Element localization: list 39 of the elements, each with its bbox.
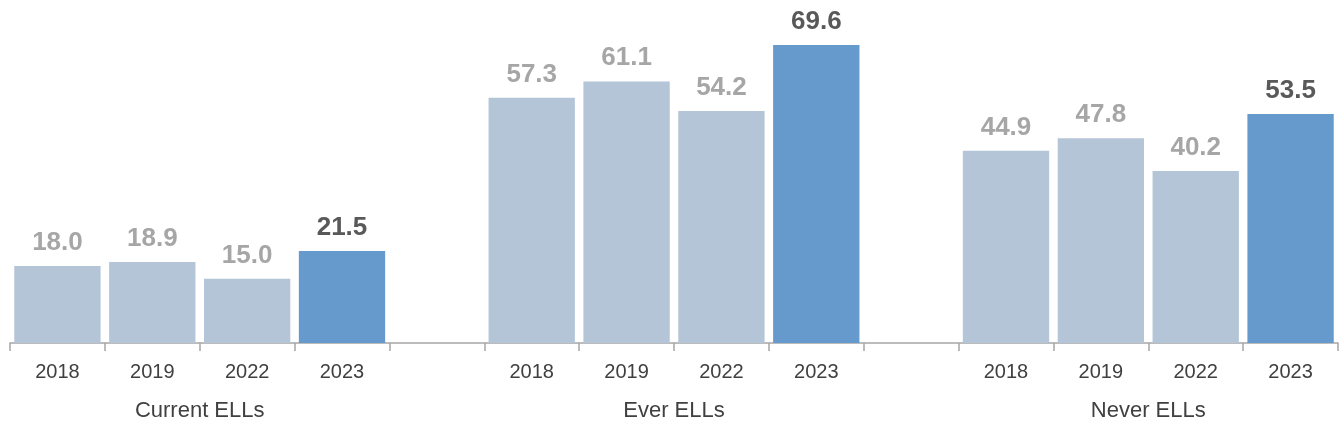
bar [298, 250, 386, 343]
x-tick-label: 2019 [130, 360, 175, 382]
bar [109, 262, 196, 343]
text: Ever ELLs [623, 396, 725, 422]
bar [583, 81, 670, 343]
bar [1247, 113, 1334, 343]
bar [678, 110, 765, 343]
text: Current ELLs [134, 396, 265, 422]
x-tick-label: 2023 [319, 360, 365, 382]
data-label: 21.5 [316, 210, 368, 241]
bar [773, 45, 860, 343]
x-tick-label: 2023 [1268, 360, 1313, 382]
data-label: 61.1 [601, 41, 652, 72]
data-label: 54.2 [696, 70, 747, 101]
data-label: 47.8 [1075, 98, 1127, 129]
data-label: 53.5 [1265, 73, 1316, 104]
bar [14, 265, 101, 343]
x-tick-label: 2018 [35, 360, 80, 382]
data-label: 18.0 [32, 225, 83, 256]
x-tick-label: 2018 [509, 360, 554, 382]
bar [1152, 170, 1239, 343]
bar [962, 150, 1050, 343]
x-tick-label: 2022 [1173, 360, 1218, 382]
bar [1057, 138, 1145, 343]
x-tick-label: 2019 [1078, 360, 1124, 382]
x-tick-label: 2019 [604, 360, 649, 382]
data-label: 15.0 [221, 238, 273, 269]
data-label: 18.9 [126, 222, 178, 253]
x-tick-label: 2022 [699, 360, 744, 382]
bar [203, 278, 291, 343]
text: Never ELLs [1090, 396, 1206, 422]
x-tick-label: 2023 [794, 360, 839, 382]
bar [488, 97, 575, 343]
data-label: 69.6 [790, 5, 842, 35]
x-tick-label: 2018 [983, 360, 1029, 382]
data-label: 44.9 [980, 110, 1032, 141]
x-tick-label: 2022 [224, 360, 270, 382]
data-label: 57.3 [506, 57, 558, 88]
data-label: 40.2 [1170, 130, 1222, 161]
